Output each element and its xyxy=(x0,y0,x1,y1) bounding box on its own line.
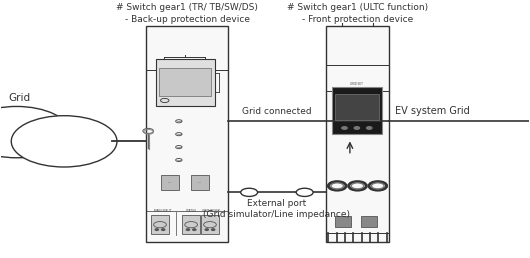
Circle shape xyxy=(367,127,372,129)
Bar xyxy=(201,215,219,234)
Bar xyxy=(335,94,378,120)
Text: Grid: Grid xyxy=(8,93,31,103)
Text: Grid connected: Grid connected xyxy=(242,107,312,116)
Bar xyxy=(332,87,382,134)
Bar xyxy=(335,216,351,227)
Bar xyxy=(326,26,389,242)
Text: MAIN INPUT: MAIN INPUT xyxy=(154,209,172,213)
Bar xyxy=(151,215,169,234)
Circle shape xyxy=(193,229,196,230)
Circle shape xyxy=(205,229,208,230)
Text: External port
(Grid simulator/Line impedance): External port (Grid simulator/Line imped… xyxy=(204,199,350,219)
Circle shape xyxy=(155,229,158,230)
Text: GRID RESET: GRID RESET xyxy=(202,209,219,213)
Text: EV system Grid: EV system Grid xyxy=(394,106,469,116)
Text: # Switch gear1 (TR/ TB/SW/DS): # Switch gear1 (TR/ TB/SW/DS) xyxy=(116,3,258,12)
Text: ---: --- xyxy=(168,181,172,185)
Text: GRID SET: GRID SET xyxy=(350,82,363,86)
Circle shape xyxy=(296,188,313,196)
Bar xyxy=(161,175,179,190)
Circle shape xyxy=(211,229,215,230)
Bar xyxy=(146,26,228,242)
Text: # Switch gear1 (ULTC function): # Switch gear1 (ULTC function) xyxy=(287,3,428,12)
Bar xyxy=(361,216,376,227)
Bar xyxy=(159,68,211,96)
Circle shape xyxy=(187,229,190,230)
Text: - Front protection device: - Front protection device xyxy=(302,15,413,24)
Bar xyxy=(191,175,209,190)
Circle shape xyxy=(354,127,359,129)
Circle shape xyxy=(162,229,165,230)
Circle shape xyxy=(11,116,117,167)
Circle shape xyxy=(241,188,258,196)
Text: ---: --- xyxy=(198,181,202,185)
Bar xyxy=(156,59,215,106)
Bar xyxy=(182,215,200,234)
Text: - Back-up protection device: - Back-up protection device xyxy=(125,15,250,24)
Text: STATUS: STATUS xyxy=(186,209,197,213)
Circle shape xyxy=(342,127,347,129)
